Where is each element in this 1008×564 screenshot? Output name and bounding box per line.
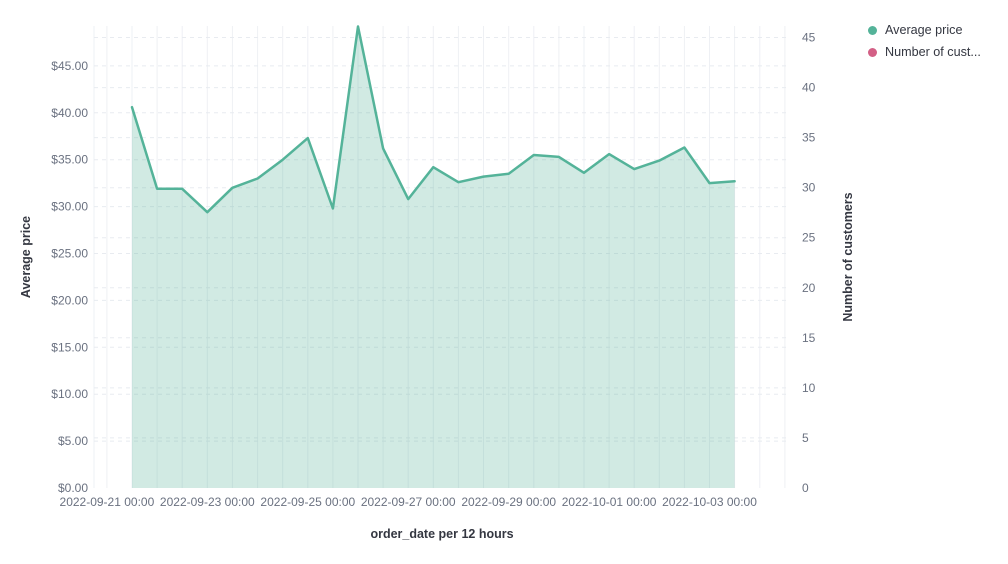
y-right-tick-label: 35 — [802, 131, 816, 145]
y-right-tick-label: 10 — [802, 381, 816, 395]
series-color-dot-icon — [868, 48, 877, 57]
y-left-tick-label: $10.00 — [51, 387, 88, 401]
legend: Average price Number of cust... — [868, 24, 981, 59]
y-right-tick-label: 30 — [802, 181, 816, 195]
y-left-tick-label: $35.00 — [51, 153, 88, 167]
legend-label: Number of cust... — [885, 45, 981, 59]
y-left-tick-label: $5.00 — [58, 434, 88, 448]
y-right-tick-label: 25 — [802, 231, 816, 245]
x-tick-label: 2022-10-03 00:00 — [662, 495, 757, 509]
x-axis-title: order_date per 12 hours — [370, 527, 513, 541]
y-left-tick-label: $25.00 — [51, 247, 88, 261]
y-axis-left-title: Average price — [19, 216, 33, 298]
x-tick-label: 2022-09-21 00:00 — [60, 495, 155, 509]
legend-item-average-price[interactable]: Average price — [868, 24, 981, 37]
y-right-tick-label: 45 — [802, 31, 816, 45]
legend-label: Average price — [885, 23, 963, 37]
avg-price-line — [130, 25, 736, 214]
x-tick-label: 2022-10-01 00:00 — [562, 495, 657, 509]
y-right-tick-label: 15 — [802, 331, 816, 345]
y-left-tick-label: $0.00 — [58, 481, 88, 495]
y-right-tick-label: 0 — [802, 481, 809, 495]
y-left-tick-label: $45.00 — [51, 59, 88, 73]
y-axis-right-title: Number of customers — [841, 192, 855, 321]
y-left-tick-label: $20.00 — [51, 293, 88, 307]
y-right-tick-label: 40 — [802, 81, 816, 95]
x-tick-label: 2022-09-27 00:00 — [361, 495, 456, 509]
y-left-tick-label: $40.00 — [51, 106, 88, 120]
y-left-tick-label: $30.00 — [51, 200, 88, 214]
avg-price-area — [132, 26, 735, 488]
y-right-tick-label: 5 — [802, 431, 809, 445]
legend-item-number-of-customers[interactable]: Number of cust... — [868, 46, 981, 59]
x-tick-label: 2022-09-23 00:00 — [160, 495, 255, 509]
series-color-dot-icon — [868, 26, 877, 35]
x-tick-label: 2022-09-29 00:00 — [461, 495, 556, 509]
x-tick-label: 2022-09-25 00:00 — [260, 495, 355, 509]
y-left-tick-label: $15.00 — [51, 340, 88, 354]
y-right-tick-label: 20 — [802, 281, 816, 295]
